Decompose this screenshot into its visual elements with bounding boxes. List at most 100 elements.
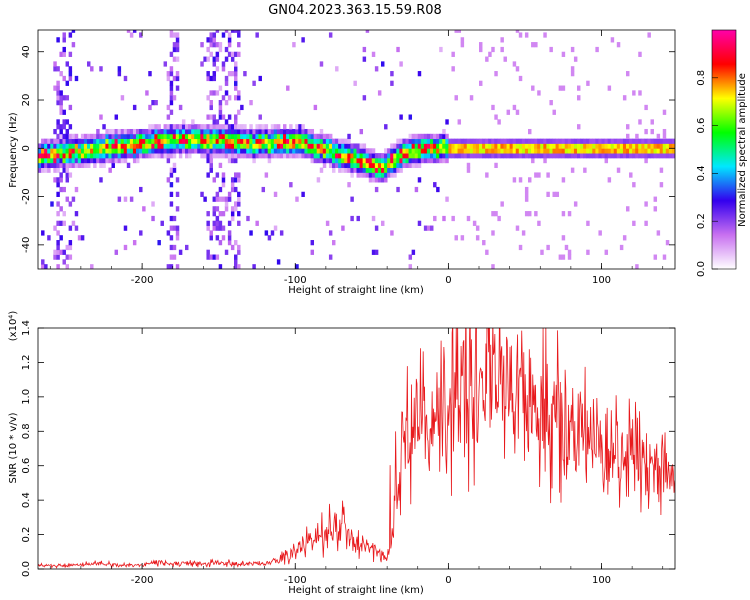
spectrogram-cell [319,138,324,144]
spectrogram-cell [206,75,210,82]
spectrogram-cell [656,148,661,154]
snr-y-tick-label: 1.0 [21,389,32,405]
spectrogram-cell [209,148,213,154]
spectrogram-cell [402,162,406,169]
spectrogram-cell [56,191,60,197]
spectrogram-cell [56,138,60,144]
spectrogram-cell [166,177,171,183]
spectrogram-cell [506,109,511,115]
spectrogram-cell [475,138,480,144]
spectrogram-cell [169,244,174,251]
spectrogram-cell [212,220,217,226]
spectrogram-cell [139,148,143,154]
spectrogram-cell [537,148,541,154]
spectrogram-cell [276,124,281,130]
spectrogram-cell [151,138,155,144]
spectrogram-cell [56,249,60,255]
spectrogram-cell [332,157,336,164]
spectrogram-cell [368,162,373,169]
spectrogram-cell [74,153,79,159]
spectrogram-cell [644,138,648,144]
spectrogram-cell [145,133,149,140]
spectrogram-cell [350,215,354,222]
spectrogram-cell [59,100,63,106]
spectrogram-cell [139,153,143,159]
spectrogram-cell [44,167,48,173]
spectrogram-cell [237,191,241,197]
spectrogram-cell [368,177,373,183]
spectrogram-cell [172,143,177,149]
spectrogram-cell [430,153,434,159]
spectrogram-cell [411,138,416,144]
spectrogram-cell [227,95,232,101]
spectrogram-cell [595,153,599,159]
spectrogram-cell [87,133,91,140]
spectrogram-cell [181,124,186,130]
spectrogram-cell [460,138,465,144]
spectrogram-cell [671,153,675,159]
spectrogram-cell [221,211,226,217]
spectrogram-cell [622,153,627,159]
spectrogram-cell [564,138,569,144]
spectrogram-cell [445,157,449,164]
colorbar-tick-label: 0.4 [696,165,707,181]
spectrogram-cell [243,143,247,149]
spectrogram-cell [353,167,357,173]
spectrogram-cell [132,138,137,144]
spectrogram-cell [148,148,152,154]
spectrogram-cell [298,148,302,154]
spectrogram-cell [408,148,413,154]
spectrogram-cell [227,133,232,140]
spectrogram-cell [71,42,76,48]
spectrogram-cell [632,153,636,159]
spectrogram-cell [381,153,385,159]
spectrogram-cell [142,153,146,159]
spectrogram-cell [114,153,119,159]
spectrogram-cell [129,153,134,159]
spectrogram-cell [387,162,391,169]
spectrogram-cell [279,230,284,236]
spectrogram-cell [151,215,155,222]
spectrogram-y-tick-label: 20 [21,94,32,107]
spectrogram-cell [230,182,235,188]
spectrogram-cell [472,143,477,149]
spectrogram-cell [136,133,140,140]
spectrogram-cell [114,128,119,135]
spectrogram-cell [74,133,79,140]
spectrogram-cell [347,162,351,169]
spectrogram-cell [374,177,379,183]
spectrogram-cell [270,143,275,149]
spectrogram-cell [332,143,336,149]
spectrogram-cell [139,128,143,135]
spectrogram-cell [212,206,217,212]
spectrogram-cell [59,109,63,115]
spectrogram-cell [647,32,651,38]
spectrogram-cell [521,230,526,236]
spectrogram-cell [577,124,581,130]
spectrogram-cell [240,138,244,144]
spectrogram-cell [243,124,247,130]
spectrogram-cell [163,128,168,135]
spectrogram-cell [148,133,152,140]
spectrogram-cell [93,148,97,154]
spectrogram-cell [108,167,112,173]
spectrogram-cell [328,254,333,260]
spectrogram-cell [185,124,189,130]
spectrogram-cell [221,182,226,188]
spectrogram-cell [47,235,51,241]
spectrogram-cell [362,162,367,169]
spectrogram-cell [374,172,379,178]
spectrogram-cell [491,138,495,144]
spectrogram-cell [80,235,85,241]
spectrogram-cell [524,186,529,193]
spectrogram-cell [583,143,587,149]
spectrogram-cell [59,206,63,212]
spectrogram-cell [74,211,79,217]
spectrogram-cell [338,153,342,159]
spectrogram-cell [322,138,327,144]
spectrogram-cell [607,138,612,144]
spectrogram-cell [47,157,51,164]
spectrogram-cell [307,133,311,140]
spectrogram-cell [301,133,305,140]
